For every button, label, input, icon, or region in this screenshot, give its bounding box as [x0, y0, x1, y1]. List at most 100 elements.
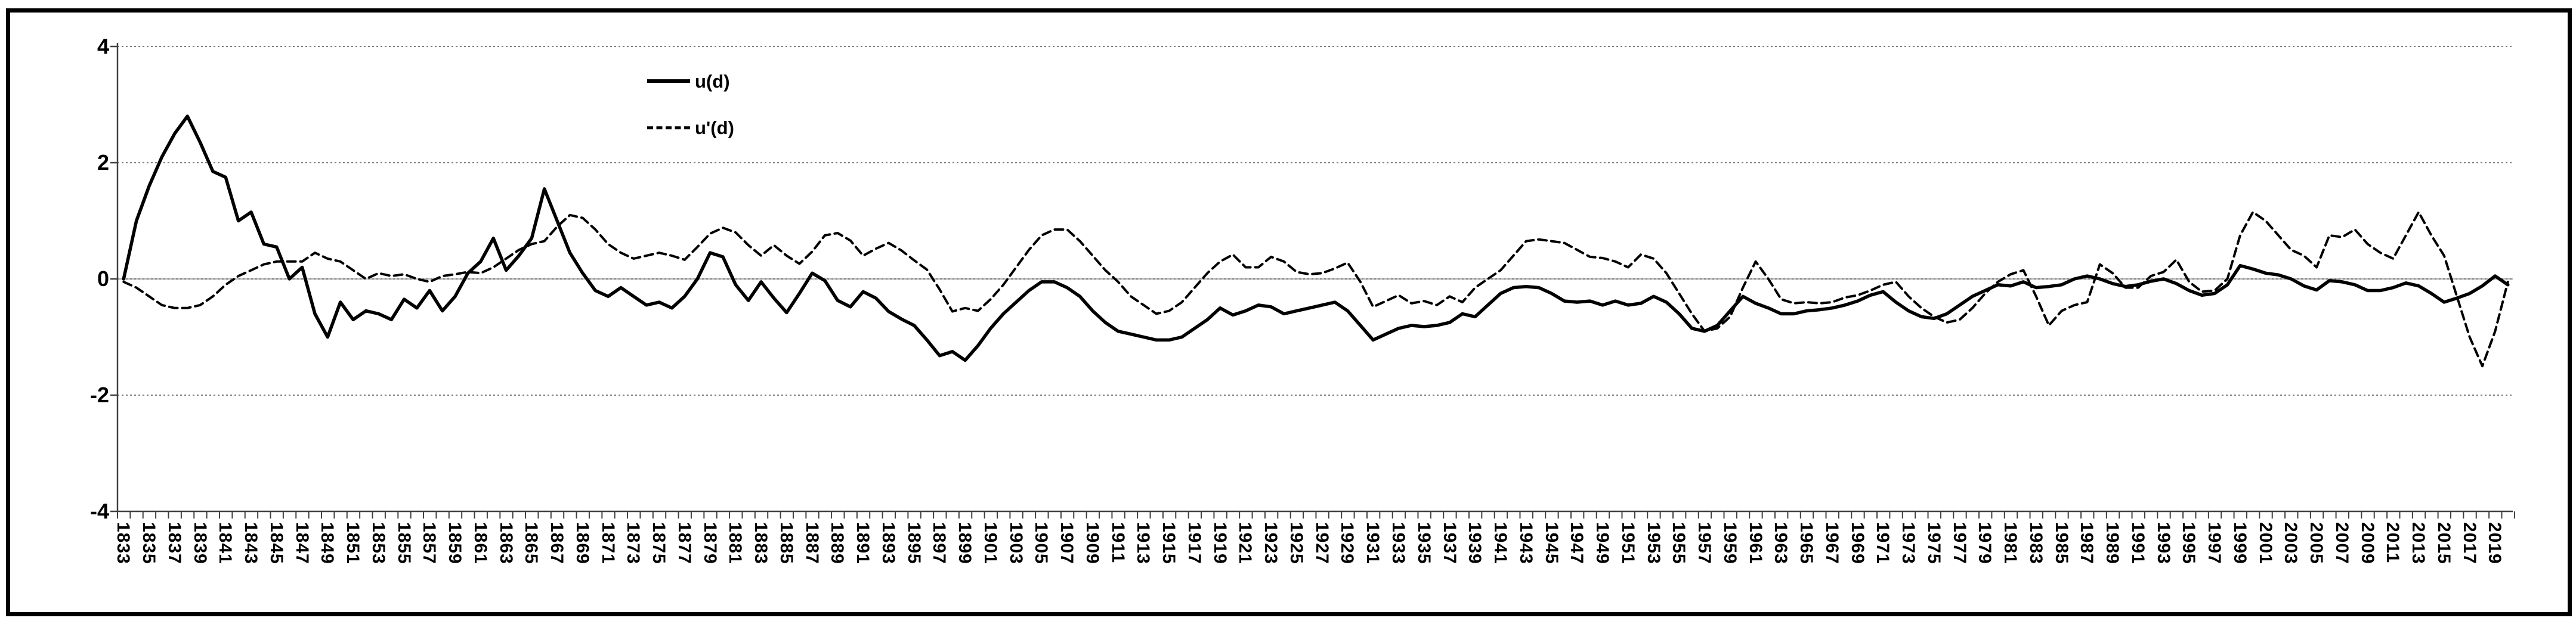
x-tick-label-1937: 1937 [1439, 522, 1459, 564]
x-tick-label-1987: 1987 [2077, 522, 2097, 564]
x-tick-label-1997: 1997 [2204, 522, 2225, 564]
x-tick-label-1877: 1877 [674, 522, 694, 564]
x-tick-label-1933: 1933 [1388, 522, 1408, 564]
x-tick-label-1995: 1995 [2179, 522, 2199, 564]
x-tick-label-2003: 2003 [2281, 522, 2301, 564]
x-tick-label-1843: 1843 [241, 522, 261, 564]
x-tick-label-1931: 1931 [1363, 522, 1383, 564]
x-tick-label-1881: 1881 [725, 522, 746, 564]
x-tick-label-2005: 2005 [2306, 522, 2327, 564]
x-tick-label-1835: 1835 [139, 522, 159, 564]
x-tick-label-2015: 2015 [2433, 522, 2454, 564]
x-tick-label-1969: 1969 [1847, 522, 1867, 564]
x-tick-label-1945: 1945 [1541, 522, 1561, 564]
x-tick-label-1971: 1971 [1873, 522, 1893, 564]
x-tick-label-1919: 1919 [1210, 522, 1230, 564]
x-tick-label-1849: 1849 [317, 522, 338, 564]
x-tick-label-1839: 1839 [190, 522, 210, 564]
legend-item-ud: u(d) [647, 69, 730, 93]
x-tick-label-1907: 1907 [1057, 522, 1077, 564]
x-tick-label-1921: 1921 [1235, 522, 1255, 564]
x-tick-label-1917: 1917 [1184, 522, 1204, 564]
x-tick-label-1951: 1951 [1618, 522, 1638, 564]
y-tick-label--2: -2 [89, 383, 109, 407]
series-line-ud-solid [122, 114, 2510, 362]
x-tick-label-1975: 1975 [1924, 522, 1944, 564]
x-tick-label-1893: 1893 [878, 522, 898, 564]
x-tick-label-1927: 1927 [1312, 522, 1332, 564]
x-tick-label-1925: 1925 [1286, 522, 1306, 564]
x-tick-label-1883: 1883 [751, 522, 771, 564]
x-tick-label-1901: 1901 [980, 522, 1000, 564]
legend-dashed-line-swatch [647, 126, 690, 129]
x-tick-label-1965: 1965 [1796, 522, 1817, 564]
x-tick-label-1855: 1855 [394, 522, 414, 564]
x-tick-label-1911: 1911 [1108, 522, 1128, 564]
x-tick-label-1993: 1993 [2153, 522, 2173, 564]
x-tick-label-1875: 1875 [649, 522, 669, 564]
x-tick-label-1905: 1905 [1031, 522, 1052, 564]
x-tick-label-1973: 1973 [1898, 522, 1919, 564]
x-tick-label-1941: 1941 [1490, 522, 1511, 564]
x-tick-label-2009: 2009 [2357, 522, 2377, 564]
x-tick-label-2013: 2013 [2408, 522, 2429, 564]
x-tick-label-1871: 1871 [598, 522, 618, 564]
x-tick-label-1889: 1889 [827, 522, 848, 564]
x-tick-label-1841: 1841 [215, 522, 236, 564]
x-tick-label-1939: 1939 [1465, 522, 1485, 564]
x-tick-label-2007: 2007 [2331, 522, 2352, 564]
x-tick-label-1957: 1957 [1694, 522, 1715, 564]
x-tick-label-1873: 1873 [623, 522, 644, 564]
x-tick-label-1899: 1899 [955, 522, 975, 564]
x-tick-label-1981: 1981 [2000, 522, 2021, 564]
legend-item-uprime-d: u'(d) [647, 116, 734, 139]
x-tick-label-1913: 1913 [1133, 522, 1154, 564]
legend-label-ud: u(d) [695, 70, 730, 92]
x-tick-label-1955: 1955 [1669, 522, 1689, 564]
x-tick-label-1857: 1857 [419, 522, 440, 564]
x-tick-label-2017: 2017 [2459, 522, 2479, 564]
x-tick-label-1983: 1983 [2025, 522, 2046, 564]
x-tick-label-1909: 1909 [1082, 522, 1102, 564]
x-tick-label-1865: 1865 [521, 522, 542, 564]
x-tick-label-1887: 1887 [802, 522, 822, 564]
x-tick-label-1947: 1947 [1567, 522, 1587, 564]
x-tick-label-1929: 1929 [1337, 522, 1357, 564]
x-tick-label-1999: 1999 [2229, 522, 2250, 564]
y-tick-label--4: -4 [89, 499, 109, 523]
x-tick-label-1845: 1845 [266, 522, 286, 564]
x-tick-label-1923: 1923 [1261, 522, 1281, 564]
y-tick-label-4: 4 [97, 34, 109, 58]
x-tick-label-1895: 1895 [904, 522, 924, 564]
x-tick-label-1859: 1859 [445, 522, 465, 564]
x-tick-label-1953: 1953 [1643, 522, 1663, 564]
x-tick-label-1833: 1833 [113, 522, 134, 564]
x-tick-label-1885: 1885 [776, 522, 796, 564]
legend-label-uprime-d: u'(d) [695, 117, 734, 138]
x-tick-label-1869: 1869 [572, 522, 592, 564]
x-tick-label-2011: 2011 [2383, 522, 2403, 564]
x-tick-label-1963: 1963 [1771, 522, 1791, 564]
x-tick-label-1847: 1847 [292, 522, 312, 564]
x-tick-label-1891: 1891 [853, 522, 873, 564]
x-tick-label-1949: 1949 [1592, 522, 1613, 564]
x-tick-label-1943: 1943 [1516, 522, 1536, 564]
x-tick-label-1977: 1977 [1949, 522, 1969, 564]
y-tick-label-2: 2 [97, 150, 109, 175]
series-line-uprime-d-dashed [122, 210, 2509, 368]
x-tick-label-1867: 1867 [547, 522, 567, 564]
x-tick-label-1935: 1935 [1414, 522, 1434, 564]
x-tick-label-1851: 1851 [343, 522, 363, 564]
x-tick-label-1985: 1985 [2051, 522, 2071, 564]
x-tick-label-2001: 2001 [2255, 522, 2275, 564]
x-tick-label-1897: 1897 [929, 522, 950, 564]
x-tick-label-1879: 1879 [700, 522, 720, 564]
legend-solid-line-swatch [647, 79, 690, 83]
x-tick-label-1959: 1959 [1720, 522, 1740, 564]
x-tick-label-1991: 1991 [2127, 522, 2148, 564]
x-tick-label-1853: 1853 [368, 522, 388, 564]
x-tick-label-1979: 1979 [1975, 522, 1995, 564]
x-tick-label-1915: 1915 [1159, 522, 1179, 564]
x-tick-label-1861: 1861 [470, 522, 490, 564]
